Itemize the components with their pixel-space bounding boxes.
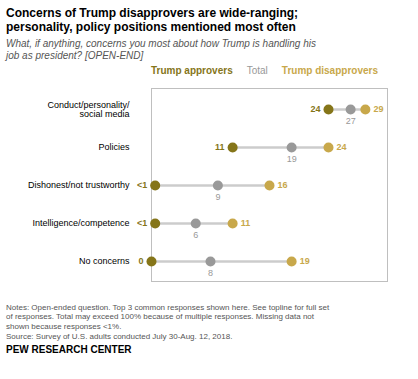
html-text:PEW RESEARCH CENTER: PEW RESEARCH CENTER — [6, 344, 132, 356]
html-text:Notes: Open-ended question. To: Notes: Open-ended question. Top 3 common… — [6, 302, 330, 312]
svg-text:Intelligence/competence: Intelligence/competence — [32, 218, 129, 228]
html-text:What, if anything, concerns yo: What, if anything, concerns you most abo… — [6, 37, 316, 61]
html-text:Source: Survey of U.S. adults: Source: Survey of U.S. adults conducted … — [6, 331, 233, 341]
svg-text:29: 29 — [373, 104, 383, 114]
svg-text:Policies: Policies — [98, 142, 130, 152]
html-text:Concerns of Trump disapprovers: Concerns of Trump disapprovers are wide-… — [6, 6, 299, 35]
svg-text:11: 11 — [215, 142, 225, 152]
html-text:Trump approvers: Trump approvers — [151, 64, 233, 76]
svg-text:24: 24 — [337, 142, 347, 152]
svg-text:<1: <1 — [137, 180, 147, 190]
html-text:Total: Total — [246, 64, 268, 76]
svg-text:27: 27 — [346, 116, 356, 126]
svg-text:No concerns: No concerns — [79, 256, 130, 266]
svg-text:9: 9 — [215, 192, 220, 202]
svg-text:8: 8 — [208, 268, 213, 278]
html-text:Trump disapprovers: Trump disapprovers — [281, 64, 378, 76]
html-text:of responses. Total may exceed: of responses. Total may exceed 100% beca… — [6, 312, 314, 322]
svg-text:0: 0 — [138, 256, 143, 266]
svg-text:11: 11 — [241, 218, 251, 228]
svg-text:19: 19 — [300, 256, 310, 266]
svg-text:16: 16 — [278, 180, 288, 190]
svg-text:Conduct/personality/social med: Conduct/personality/social media — [47, 100, 130, 119]
svg-text:6: 6 — [193, 230, 198, 240]
svg-text:Dishonest/not trustworthy: Dishonest/not trustworthy — [28, 180, 130, 190]
svg-text:24: 24 — [310, 104, 320, 114]
html-text:shown because responses <1%.: shown because responses <1%. — [6, 322, 122, 331]
svg-text:19: 19 — [287, 154, 297, 164]
svg-text:<1: <1 — [137, 218, 147, 228]
